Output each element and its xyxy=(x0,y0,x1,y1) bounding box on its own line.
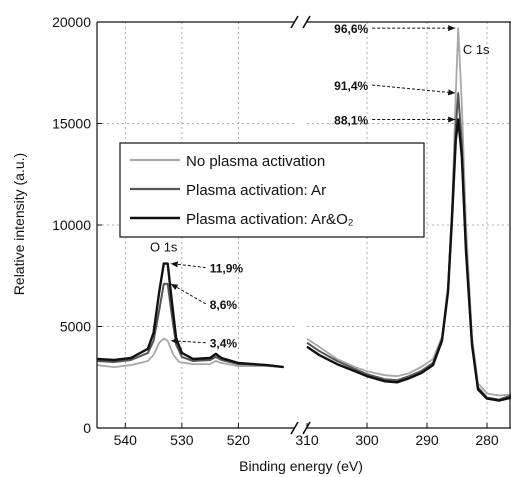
annotation-label: 96,6% xyxy=(334,22,368,36)
x-tick-label: 290 xyxy=(415,432,439,448)
y-tick-label: 0 xyxy=(83,420,91,436)
annotation-label: 91,4% xyxy=(334,79,368,93)
legend-label-ar-o2: Plasma activation: Ar&O₂ xyxy=(186,211,354,228)
annotation-label: 3,4% xyxy=(210,337,238,351)
legend: No plasma activation Plasma activation: … xyxy=(119,142,425,238)
y-tick-label: 20000 xyxy=(52,14,91,30)
y-axis-label: Relative intensity (a.u.) xyxy=(11,153,27,295)
x-tick-label: 300 xyxy=(355,432,379,448)
series-line-2-segment-0 xyxy=(96,262,284,369)
x-axis-label: Binding energy (eV) xyxy=(239,458,363,474)
axis-break-mark xyxy=(302,421,311,435)
series-line-1-segment-1 xyxy=(306,92,511,401)
y-tick-label: 15000 xyxy=(52,116,91,132)
series-line-0-segment-0 xyxy=(96,337,284,368)
annotation-label: 88,1% xyxy=(334,113,368,127)
series-line-2-segment-1 xyxy=(306,118,511,402)
annotation-arrow xyxy=(170,283,206,305)
annotation-arrow xyxy=(170,338,206,345)
series-layer xyxy=(96,27,511,402)
peak-label: C 1s xyxy=(463,42,490,57)
axis-break-mark xyxy=(290,15,299,29)
x-tick-label: 530 xyxy=(170,432,194,448)
y-tick-label: 10000 xyxy=(52,217,91,233)
x-tick-label: 280 xyxy=(475,432,499,448)
tick-labels: 0 5000 10000 15000 20000 540 530 520 310 300 290 28… xyxy=(52,14,499,448)
series-line-1-segment-0 xyxy=(96,282,284,369)
y-tick-label: 5000 xyxy=(60,319,91,335)
annotation-label: 8,6% xyxy=(210,298,238,312)
x-tick-label: 310 xyxy=(295,432,319,448)
axis-break-mark xyxy=(290,421,299,435)
plot-frame xyxy=(96,15,511,435)
annotation-arrow xyxy=(372,84,456,96)
x-tick-label: 520 xyxy=(227,432,251,448)
peak-label: O 1s xyxy=(150,240,178,255)
x-tick-label: 540 xyxy=(114,432,138,448)
legend-label-no-plasma: No plasma activation xyxy=(186,153,325,170)
annotation-arrow xyxy=(170,261,206,269)
annotation-label: 11,9% xyxy=(210,262,244,276)
legend-label-ar: Plasma activation: Ar xyxy=(186,182,326,199)
annotations: O 1s C 1s 11,9% 8,6% 3,4% 96,6% 91,4% 88,1% xyxy=(150,22,490,351)
axis-break-mark xyxy=(302,15,311,29)
